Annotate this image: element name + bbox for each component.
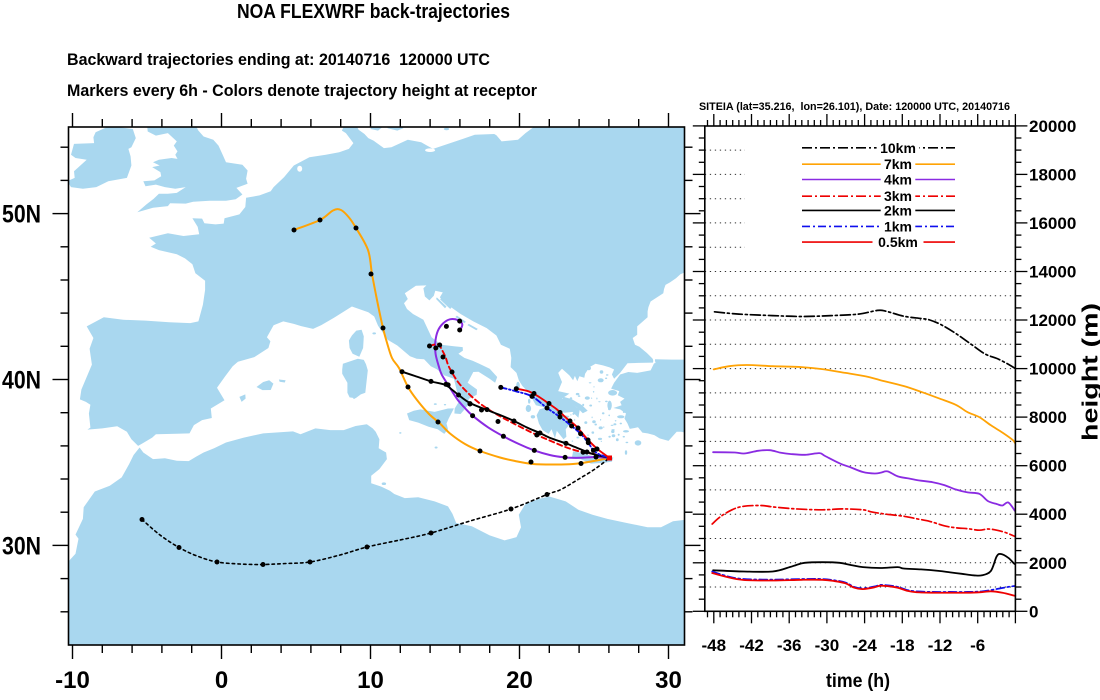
svg-text:20: 20 (506, 667, 533, 694)
svg-text:height (m): height (m) (1078, 303, 1100, 441)
svg-text:16000: 16000 (1029, 214, 1076, 233)
svg-text:-12: -12 (928, 636, 953, 655)
svg-text:-18: -18 (890, 636, 915, 655)
svg-text:4000: 4000 (1029, 505, 1067, 524)
svg-text:-24: -24 (852, 636, 877, 655)
svg-text:20000: 20000 (1029, 117, 1076, 136)
svg-text:3km: 3km (884, 188, 912, 204)
svg-text:Markers every 6h - Colors deno: Markers every 6h - Colors denote traject… (67, 81, 537, 100)
svg-text:10: 10 (357, 667, 384, 694)
svg-text:1km: 1km (884, 218, 912, 234)
svg-text:7km: 7km (884, 156, 912, 172)
svg-text:time (h): time (h) (826, 671, 890, 692)
svg-text:2km: 2km (884, 202, 912, 218)
svg-text:10000: 10000 (1029, 360, 1076, 379)
svg-text:-48: -48 (702, 636, 727, 655)
svg-text:-36: -36 (777, 636, 802, 655)
svg-text:-30: -30 (815, 636, 840, 655)
svg-text:-6: -6 (970, 636, 985, 655)
svg-text:50N: 50N (2, 201, 41, 229)
svg-text:8000: 8000 (1029, 408, 1067, 427)
svg-text:40N: 40N (2, 367, 41, 395)
svg-text:6000: 6000 (1029, 457, 1067, 476)
svg-text:2000: 2000 (1029, 554, 1067, 573)
svg-text:NOA FLEXWRF back-trajectories: NOA FLEXWRF back-trajectories (237, 1, 510, 23)
svg-text:14000: 14000 (1029, 263, 1076, 282)
svg-text:Backward trajectories ending a: Backward trajectories ending at: 2014071… (67, 50, 490, 69)
svg-text:18000: 18000 (1029, 165, 1076, 184)
svg-text:12000: 12000 (1029, 311, 1076, 330)
svg-text:-10: -10 (55, 667, 90, 694)
svg-text:30: 30 (655, 667, 682, 694)
svg-text:0: 0 (215, 667, 228, 694)
svg-text:-42: -42 (739, 636, 764, 655)
svg-text:0: 0 (1029, 602, 1038, 621)
svg-text:30N: 30N (2, 532, 41, 560)
svg-text:10km: 10km (880, 140, 916, 156)
svg-text:SITEIA (lat=35.216, lon=26.10: SITEIA (lat=35.216, lon=26.101), Date: 1… (699, 101, 1010, 113)
svg-text:4km: 4km (884, 172, 912, 188)
svg-text:0.5km: 0.5km (878, 234, 918, 250)
